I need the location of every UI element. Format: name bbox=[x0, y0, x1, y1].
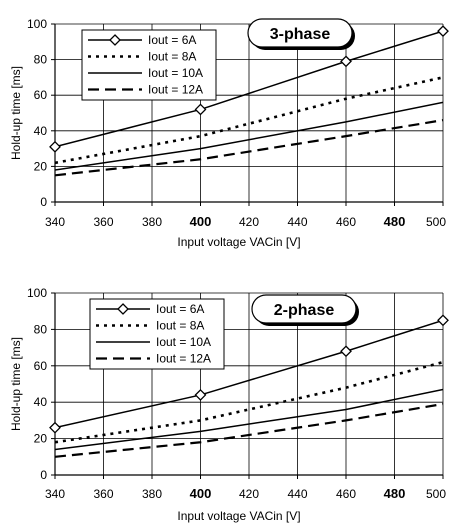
y-tick-label: 40 bbox=[34, 124, 48, 138]
series-line-2 bbox=[55, 360, 443, 444]
legend-box bbox=[81, 29, 217, 101]
legend-label: Iout = 10A bbox=[148, 66, 203, 80]
y-tick-label: 0 bbox=[40, 195, 47, 209]
y-tick-label: 20 bbox=[34, 159, 48, 173]
x-tick-label: 400 bbox=[190, 214, 212, 229]
legend-label: Iout = 12A bbox=[156, 352, 211, 366]
y-axis-label: Hold-up time [ms] bbox=[9, 66, 23, 160]
series-point bbox=[340, 55, 352, 68]
y-tick-label: 80 bbox=[34, 322, 48, 336]
x-tick-label: 420 bbox=[239, 487, 259, 501]
x-axis-label: Input voltage VACin [V] bbox=[177, 235, 300, 249]
badge-text: 3-phase bbox=[270, 26, 331, 43]
series-line-4 bbox=[55, 402, 443, 458]
legend-marker bbox=[117, 303, 129, 315]
x-tick-label: 480 bbox=[384, 486, 406, 501]
y-tick-label: 0 bbox=[40, 468, 47, 482]
series-line-1 bbox=[55, 30, 443, 148]
x-tick-label: 480 bbox=[384, 214, 406, 229]
y-axis-label: Hold-up time [ms] bbox=[9, 337, 23, 431]
x-tick-label: 440 bbox=[287, 487, 307, 501]
series-point bbox=[194, 103, 207, 116]
legend-label: Iout = 12A bbox=[148, 83, 203, 97]
legend-label: Iout = 6A bbox=[156, 302, 204, 316]
series-line-4 bbox=[55, 119, 443, 177]
legend-label: Iout = 8A bbox=[148, 50, 196, 64]
series-point bbox=[49, 421, 61, 434]
x-tick-label: 400 bbox=[190, 486, 212, 501]
x-tick-label: 460 bbox=[336, 487, 356, 501]
plot-area bbox=[55, 30, 443, 177]
phase-badge: 3-phase bbox=[247, 18, 355, 50]
x-tick-label: 500 bbox=[426, 487, 446, 501]
series-line-1 bbox=[55, 319, 443, 429]
legend-box bbox=[89, 298, 225, 370]
phase-badge: 2-phase bbox=[251, 294, 359, 326]
series-line-3 bbox=[55, 101, 443, 171]
series-line-2 bbox=[55, 76, 443, 165]
badge-box bbox=[247, 18, 353, 48]
badge-box bbox=[251, 294, 357, 324]
x-tick-label: 340 bbox=[45, 215, 65, 229]
badge-text: 2-phase bbox=[274, 302, 335, 319]
x-tick-label: 500 bbox=[426, 215, 446, 229]
y-tick-label: 80 bbox=[34, 53, 48, 67]
x-tick-label: 440 bbox=[287, 215, 307, 229]
x-tick-label: 360 bbox=[93, 215, 113, 229]
y-tick-label: 20 bbox=[34, 432, 48, 446]
legend-label: Iout = 8A bbox=[156, 319, 204, 333]
y-tick-label: 100 bbox=[27, 286, 47, 300]
series-point bbox=[49, 140, 61, 153]
legend: Iout = 6A Iout = 8A Iout = 10A Iout = 12A bbox=[89, 298, 225, 370]
y-tick-label: 60 bbox=[34, 359, 48, 373]
y-tick-label: 40 bbox=[34, 395, 48, 409]
series-line-3 bbox=[55, 388, 443, 451]
chart-1: 0 20 40 60 80 100 340 360 380 400 420 440 460 480 500 I… bbox=[9, 17, 449, 249]
chart-2: 0 20 40 60 80 100 340 360 380 400 420 440 460 480 500 I… bbox=[9, 286, 449, 523]
series-point bbox=[340, 345, 352, 358]
x-tick-label: 360 bbox=[93, 487, 113, 501]
plot-area bbox=[55, 319, 443, 458]
y-tick-label: 100 bbox=[27, 17, 47, 31]
y-tick-label: 60 bbox=[34, 88, 48, 102]
series-point bbox=[437, 25, 449, 38]
x-tick-label: 340 bbox=[45, 487, 65, 501]
legend: Iout = 6A Iout = 8A Iout = 10A Iout = 12A bbox=[81, 29, 217, 101]
legend-marker bbox=[109, 34, 121, 46]
x-tick-label: 420 bbox=[239, 215, 259, 229]
x-tick-label: 460 bbox=[336, 215, 356, 229]
legend-label: Iout = 10A bbox=[156, 335, 211, 349]
x-axis-label: Input voltage VACin [V] bbox=[177, 509, 300, 523]
legend-label: Iout = 6A bbox=[148, 33, 196, 47]
x-tick-label: 380 bbox=[142, 487, 162, 501]
series-point bbox=[437, 314, 449, 327]
x-tick-label: 380 bbox=[142, 215, 162, 229]
series-point bbox=[194, 389, 207, 401]
